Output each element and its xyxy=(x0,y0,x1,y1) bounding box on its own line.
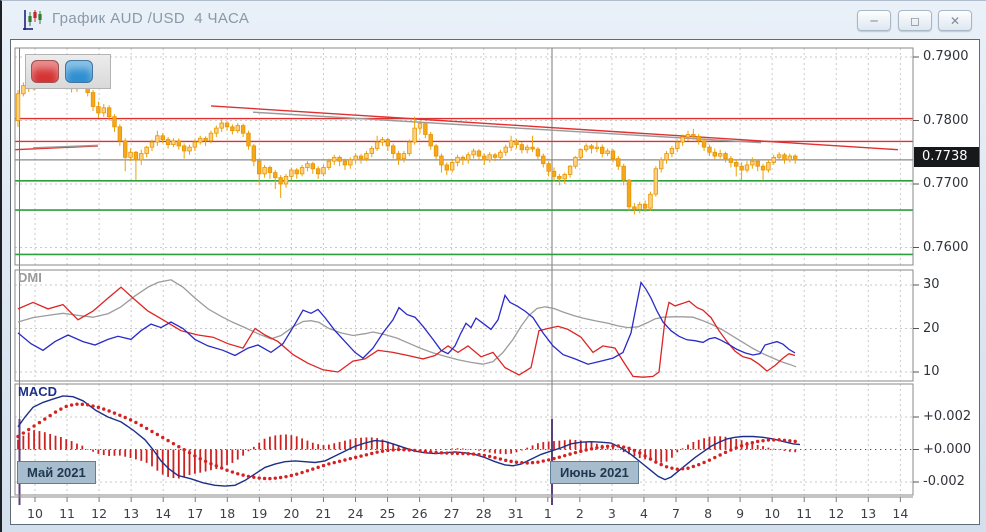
time-tick-label: 28 xyxy=(475,506,492,521)
candles-layer xyxy=(15,68,798,215)
blue-color-button[interactable] xyxy=(65,60,93,83)
macd-layer xyxy=(15,395,913,487)
grid-lines xyxy=(15,48,913,495)
candlestick-chart-icon xyxy=(23,10,42,30)
panel-borders xyxy=(14,47,914,496)
dmi-tick-label: 10 xyxy=(923,364,940,379)
time-tick-label: 14 xyxy=(892,506,909,521)
time-tick-label: 13 xyxy=(860,506,877,521)
time-tick-label: 25 xyxy=(379,506,396,521)
month-label-may: Май 2021 xyxy=(17,461,96,484)
adx-line xyxy=(17,279,797,368)
time-tick-label: 26 xyxy=(411,506,428,521)
trend-lines xyxy=(14,105,899,151)
price-tick-label: 0.7800 xyxy=(923,112,969,128)
price-level-lines xyxy=(15,117,913,256)
dmi-panel[interactable] xyxy=(14,269,914,382)
time-tick-label: 14 xyxy=(155,506,172,521)
time-tick-label: 13 xyxy=(123,506,140,521)
time-tick-label: 21 xyxy=(315,506,332,521)
price-tick-label: 0.7900 xyxy=(923,49,969,64)
time-tick-label: 27 xyxy=(443,506,460,521)
time-tick-label: 3 xyxy=(607,506,616,521)
month-label-june: Июнь 2021 xyxy=(550,461,639,484)
time-tick-label: 24 xyxy=(347,506,364,521)
time-tick-label: 31 xyxy=(507,506,524,521)
main-price-panel[interactable] xyxy=(14,47,914,266)
chart-canvas[interactable] xyxy=(11,40,979,524)
time-tick-label: 8 xyxy=(704,506,713,521)
time-tick-label: 2 xyxy=(575,506,584,521)
title-bar[interactable]: График AUD /USD 4 ЧАСА ─ ◻ ✕ xyxy=(2,1,986,38)
time-tick-label: 4 xyxy=(639,506,648,521)
time-tick-label: 17 xyxy=(187,506,204,521)
time-tick-label: 9 xyxy=(736,506,745,521)
time-tick-label: 12 xyxy=(91,506,108,521)
macd-line xyxy=(17,395,801,487)
price-tick-label: 0.7600 xyxy=(923,239,969,255)
time-tick-label: 20 xyxy=(283,506,300,521)
time-tick-label: 7 xyxy=(672,506,680,521)
time-tick-label: 10 xyxy=(764,506,781,521)
chart-content-area: DMI MACD 0.7738 Май 2021 Июнь 2021 0.790… xyxy=(10,39,980,525)
time-tick-label: 12 xyxy=(828,506,845,521)
macd-tick-label: +0.002 xyxy=(923,409,972,424)
axis-tick-marks xyxy=(11,56,919,502)
dmi-lines xyxy=(17,279,797,378)
minimize-button[interactable]: ─ xyxy=(857,10,891,31)
time-tick-label: 18 xyxy=(219,506,236,521)
time-tick-label: 11 xyxy=(796,506,813,521)
current-price-badge: 0.7738 xyxy=(914,147,979,167)
close-button[interactable]: ✕ xyxy=(938,10,972,31)
dmi-tick-label: 30 xyxy=(923,277,940,292)
time-tick-label: 19 xyxy=(251,506,268,521)
time-tick-label: 11 xyxy=(59,506,75,521)
maximize-button[interactable]: ◻ xyxy=(898,10,932,31)
time-tick-label: 10 xyxy=(27,506,43,521)
dmi-tick-label: 20 xyxy=(923,320,940,336)
time-tick-label: 1 xyxy=(543,506,552,521)
object-toolbar xyxy=(25,54,111,89)
price-tick-label: 0.7700 xyxy=(923,176,969,191)
minus-di-line xyxy=(17,286,796,378)
window-title: График AUD /USD 4 ЧАСА xyxy=(52,10,250,27)
macd-tick-label: -0.002 xyxy=(923,474,965,489)
plus-di-line xyxy=(17,280,796,365)
macd-tick-label: +0.000 xyxy=(923,441,972,457)
macd-panel[interactable] xyxy=(14,383,914,496)
red-color-button[interactable] xyxy=(31,60,59,83)
